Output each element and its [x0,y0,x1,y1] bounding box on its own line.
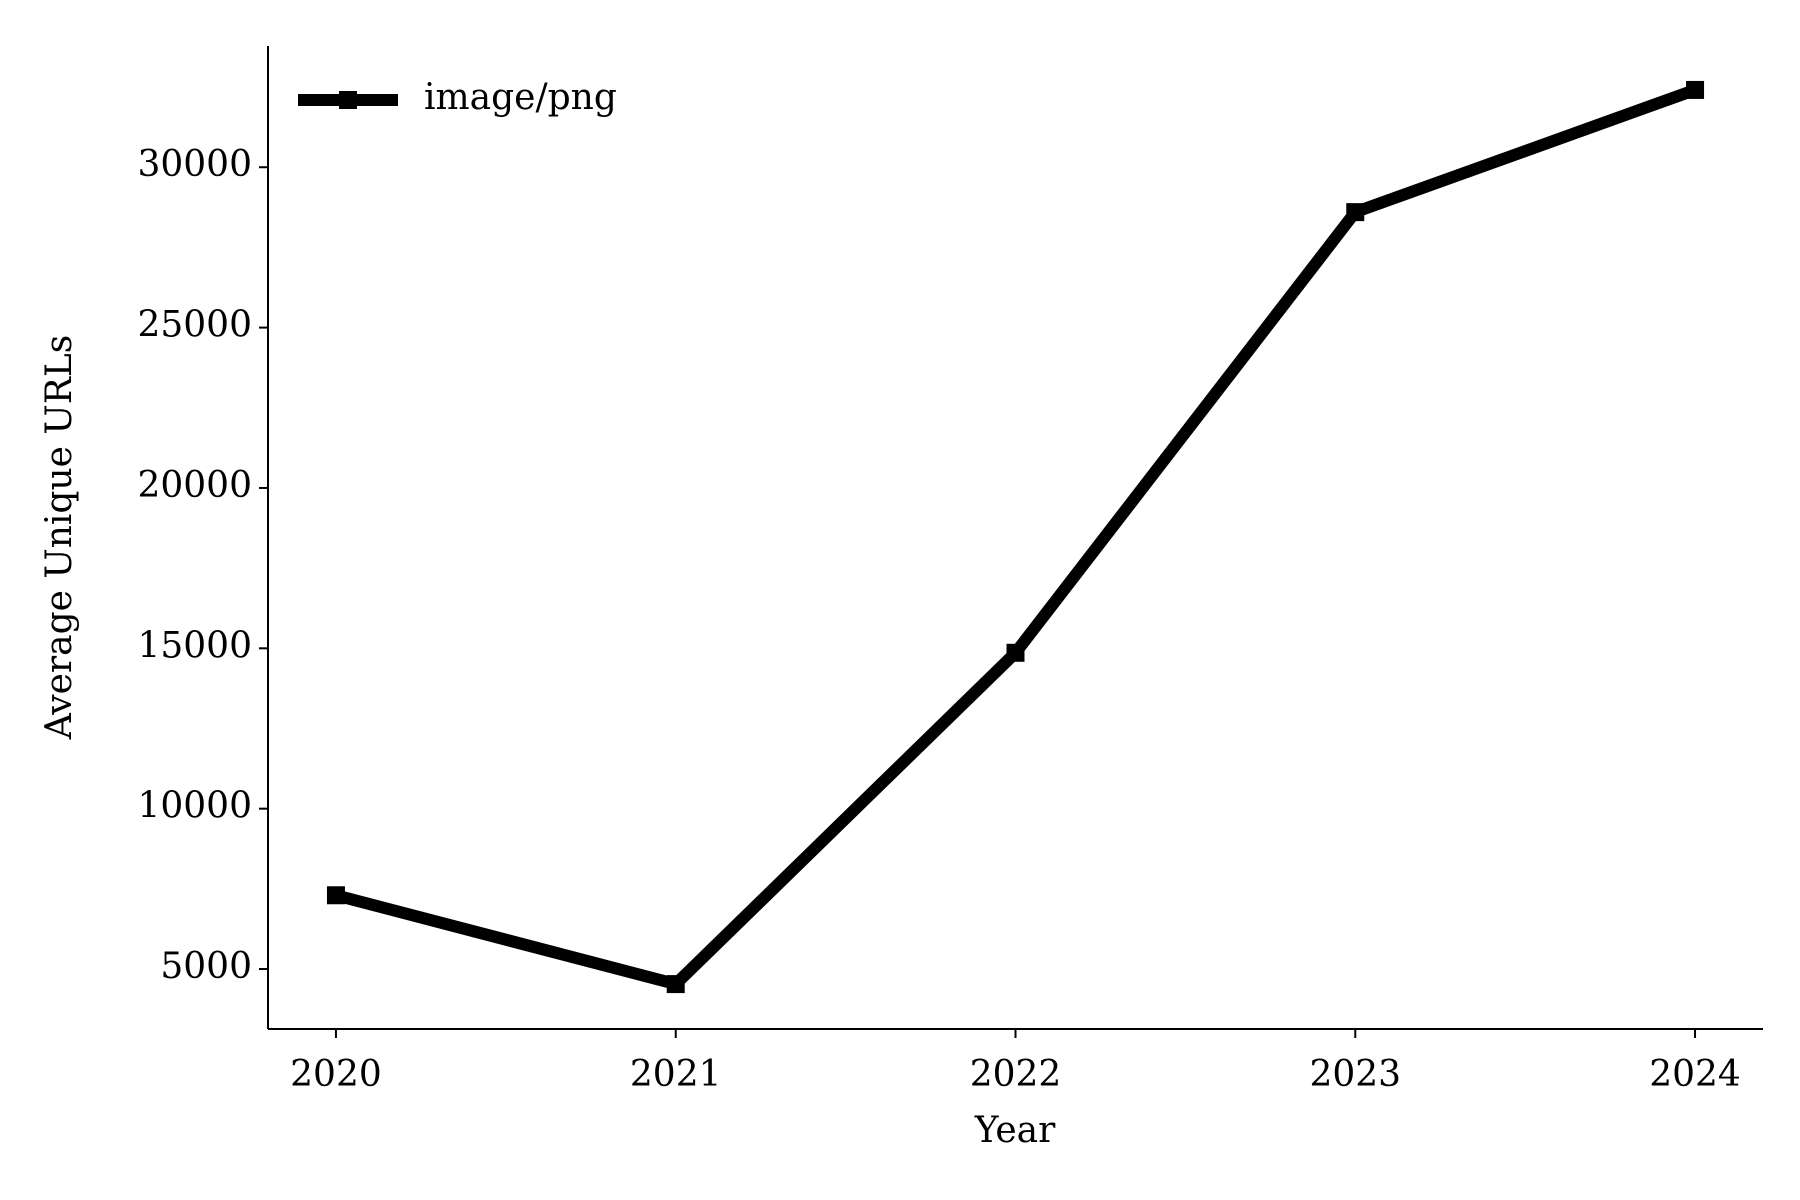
marker [1686,80,1705,99]
y-tick-label: 15000 [137,625,252,666]
marker [1346,203,1365,222]
x-tick-label: 2024 [1649,1054,1741,1095]
y-axis-label: Average Unique URLs [39,335,80,741]
x-tick-label: 2023 [1309,1054,1401,1095]
x-axis-label: Year [974,1110,1056,1151]
legend-marker [339,91,357,109]
y-tick-label: 10000 [137,786,252,827]
x-tick-label: 2021 [630,1054,722,1095]
y-tick-label: 30000 [137,144,252,185]
x-tick-label: 2022 [970,1054,1062,1095]
marker [666,975,685,994]
y-tick-label: 20000 [137,465,252,506]
marker [1006,643,1025,662]
series-line [334,84,1698,991]
legend-label: image/png [424,77,617,118]
x-tick-label: 2020 [290,1054,382,1095]
y-tick-label: 5000 [160,946,252,987]
marker [326,886,345,905]
y-tick-label: 25000 [137,305,252,346]
